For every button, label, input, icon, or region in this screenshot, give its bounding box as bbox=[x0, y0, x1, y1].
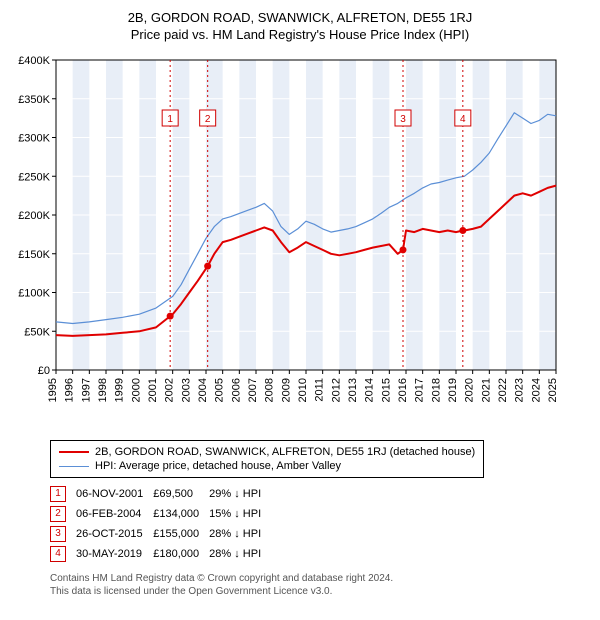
sale-marker-icon: 3 bbox=[50, 526, 66, 542]
svg-text:1: 1 bbox=[167, 114, 173, 125]
svg-text:2007: 2007 bbox=[247, 378, 259, 402]
footer-line-1: Contains HM Land Registry data © Crown c… bbox=[50, 572, 590, 585]
sale-marker-icon: 4 bbox=[50, 546, 66, 562]
table-row: 2 06-FEB-2004£134,00015% ↓ HPI bbox=[50, 504, 271, 524]
legend-label-property: 2B, GORDON ROAD, SWANWICK, ALFRETON, DE5… bbox=[95, 446, 475, 458]
svg-text:1996: 1996 bbox=[64, 378, 76, 402]
svg-text:4: 4 bbox=[460, 114, 466, 125]
svg-text:2013: 2013 bbox=[347, 378, 359, 402]
svg-text:2010: 2010 bbox=[297, 378, 309, 402]
svg-text:2003: 2003 bbox=[180, 378, 192, 402]
svg-text:1997: 1997 bbox=[80, 378, 92, 402]
svg-text:2022: 2022 bbox=[497, 378, 509, 402]
sale-marker-icon: 1 bbox=[50, 486, 66, 502]
svg-text:£50K: £50K bbox=[24, 326, 50, 338]
table-row: 4 30-MAY-2019£180,00028% ↓ HPI bbox=[50, 544, 271, 564]
legend-swatch-hpi bbox=[59, 466, 89, 467]
svg-text:2017: 2017 bbox=[414, 378, 426, 402]
svg-text:£400K: £400K bbox=[18, 55, 50, 67]
sales-table: 1 06-NOV-2001£69,50029% ↓ HPI 2 06-FEB-2004… bbox=[50, 484, 271, 564]
svg-text:2004: 2004 bbox=[197, 378, 209, 402]
svg-text:£100K: £100K bbox=[18, 288, 50, 300]
svg-text:2019: 2019 bbox=[447, 378, 459, 402]
svg-text:2024: 2024 bbox=[530, 378, 542, 402]
sale-delta: 15% ↓ HPI bbox=[209, 504, 271, 524]
sale-date: 06-FEB-2004 bbox=[76, 504, 153, 524]
svg-text:2008: 2008 bbox=[264, 378, 276, 402]
svg-text:2023: 2023 bbox=[514, 378, 526, 402]
svg-text:2002: 2002 bbox=[164, 378, 176, 402]
svg-text:2015: 2015 bbox=[380, 378, 392, 402]
svg-text:1998: 1998 bbox=[97, 378, 109, 402]
legend: 2B, GORDON ROAD, SWANWICK, ALFRETON, DE5… bbox=[50, 440, 484, 478]
sale-price: £134,000 bbox=[153, 504, 209, 524]
sale-date: 30-MAY-2019 bbox=[76, 544, 153, 564]
legend-row-hpi: HPI: Average price, detached house, Ambe… bbox=[59, 459, 475, 473]
svg-text:2016: 2016 bbox=[397, 378, 409, 402]
table-row: 3 26-OCT-2015£155,00028% ↓ HPI bbox=[50, 524, 271, 544]
legend-swatch-property bbox=[59, 451, 89, 453]
table-row: 1 06-NOV-2001£69,50029% ↓ HPI bbox=[50, 484, 271, 504]
svg-text:2021: 2021 bbox=[480, 378, 492, 402]
svg-text:2018: 2018 bbox=[430, 378, 442, 402]
sale-marker-icon: 2 bbox=[50, 506, 66, 522]
legend-row-property: 2B, GORDON ROAD, SWANWICK, ALFRETON, DE5… bbox=[59, 445, 475, 459]
footer-line-2: This data is licensed under the Open Gov… bbox=[50, 585, 590, 598]
svg-text:£150K: £150K bbox=[18, 249, 50, 261]
sale-delta: 28% ↓ HPI bbox=[209, 524, 271, 544]
svg-text:2: 2 bbox=[205, 114, 211, 125]
sale-date: 26-OCT-2015 bbox=[76, 524, 153, 544]
svg-text:2006: 2006 bbox=[230, 378, 242, 402]
svg-text:2000: 2000 bbox=[130, 378, 142, 402]
title-line-1: 2B, GORDON ROAD, SWANWICK, ALFRETON, DE5… bbox=[10, 10, 590, 25]
price-chart: £0 £50K £100K £150K £200K £250K £300K £350K £400… bbox=[10, 52, 590, 432]
svg-text:£250K: £250K bbox=[18, 171, 50, 183]
svg-text:1999: 1999 bbox=[114, 378, 126, 402]
svg-text:2014: 2014 bbox=[364, 378, 376, 402]
svg-text:2020: 2020 bbox=[464, 378, 476, 402]
svg-text:2012: 2012 bbox=[330, 378, 342, 402]
sale-delta: 28% ↓ HPI bbox=[209, 544, 271, 564]
sale-price: £180,000 bbox=[153, 544, 209, 564]
svg-text:£300K: £300K bbox=[18, 133, 50, 145]
svg-text:2001: 2001 bbox=[147, 378, 159, 402]
svg-text:£350K: £350K bbox=[18, 94, 50, 106]
svg-text:2025: 2025 bbox=[547, 378, 559, 402]
footer: Contains HM Land Registry data © Crown c… bbox=[50, 572, 590, 598]
svg-text:2009: 2009 bbox=[280, 378, 292, 402]
chart-svg: £0 £50K £100K £150K £200K £250K £300K £350K £400… bbox=[10, 52, 570, 432]
svg-text:2005: 2005 bbox=[214, 378, 226, 402]
svg-text:£200K: £200K bbox=[18, 210, 50, 222]
title-line-2: Price paid vs. HM Land Registry's House … bbox=[10, 27, 590, 42]
sale-price: £155,000 bbox=[153, 524, 209, 544]
sale-delta: 29% ↓ HPI bbox=[209, 484, 271, 504]
sale-price: £69,500 bbox=[153, 484, 209, 504]
sale-date: 06-NOV-2001 bbox=[76, 484, 153, 504]
legend-label-hpi: HPI: Average price, detached house, Ambe… bbox=[95, 460, 341, 472]
svg-text:3: 3 bbox=[400, 114, 406, 125]
svg-text:2011: 2011 bbox=[314, 378, 326, 402]
svg-text:1995: 1995 bbox=[47, 378, 59, 402]
svg-text:£0: £0 bbox=[38, 365, 50, 377]
